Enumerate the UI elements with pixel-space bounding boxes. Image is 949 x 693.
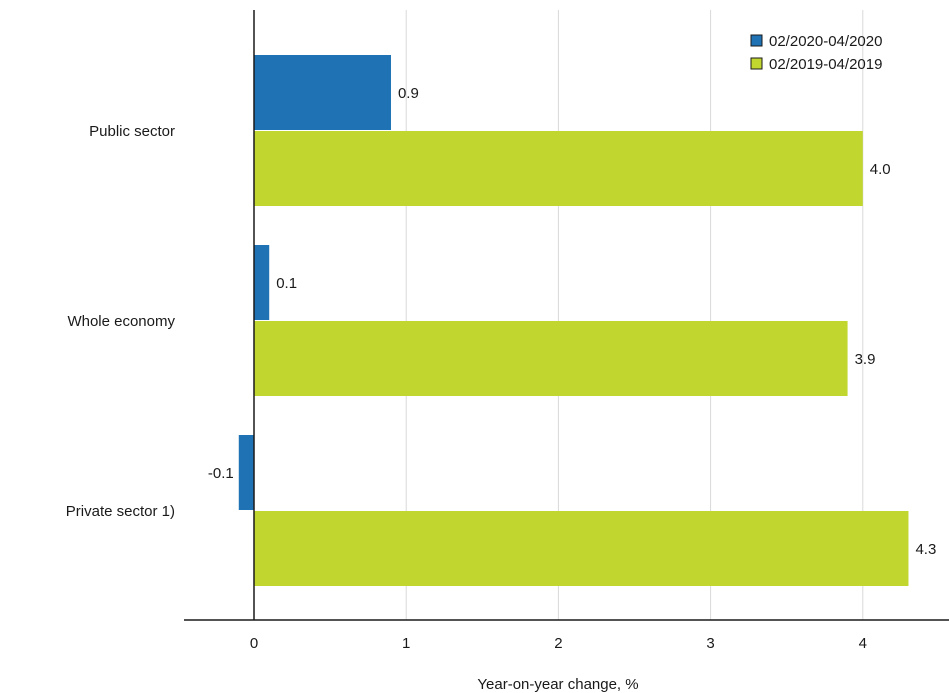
x-axis-title: Year-on-year change, % xyxy=(477,676,638,693)
legend-label: 02/2019-04/2019 xyxy=(769,56,882,73)
data-label: 4.0 xyxy=(870,161,891,178)
data-label: 0.9 xyxy=(398,85,419,102)
data-label: -0.1 xyxy=(208,465,234,482)
bar-whole-economy-02-2019-04-2019[interactable] xyxy=(254,321,848,396)
legend-label: 02/2020-04/2020 xyxy=(769,33,882,50)
data-label: 3.9 xyxy=(855,351,876,368)
legend-swatch-02-2019-04-2019 xyxy=(750,57,763,70)
axes: 0 1 2 3 4 xyxy=(184,10,949,652)
bars xyxy=(238,55,909,586)
data-label: 4.3 xyxy=(915,541,936,558)
x-tick-label: 2 xyxy=(554,635,562,652)
bar-whole-economy-02-2020-04-2020[interactable] xyxy=(254,245,270,320)
category-labels: Public sector Whole economy Private sector… xyxy=(66,123,176,520)
bar-public-sector-02-2019-04-2019[interactable] xyxy=(254,131,863,206)
x-tick-label: 3 xyxy=(706,635,714,652)
category-label-private-sector-1: Private sector 1) xyxy=(66,503,175,520)
bar-private-sector-1-02-2020-04-2020[interactable] xyxy=(238,435,254,510)
data-label: 0.1 xyxy=(276,275,297,292)
x-tick-label: 0 xyxy=(250,635,258,652)
legend-swatch-02-2020-04-2020 xyxy=(750,34,763,47)
x-tick-label: 4 xyxy=(859,635,867,652)
data-labels: 0.9 0.1 -0.1 4.0 3.9 4.3 xyxy=(208,85,936,558)
category-label-whole-economy: Whole economy xyxy=(67,313,175,330)
x-tick-label: 1 xyxy=(402,635,410,652)
legend[interactable]: 02/2020-04/2020 02/2019-04/2019 xyxy=(750,33,882,73)
bar-private-sector-1-02-2019-04-2019[interactable] xyxy=(254,511,909,586)
bar-public-sector-02-2020-04-2020[interactable] xyxy=(254,55,391,130)
category-label-public-sector: Public sector xyxy=(89,123,175,140)
